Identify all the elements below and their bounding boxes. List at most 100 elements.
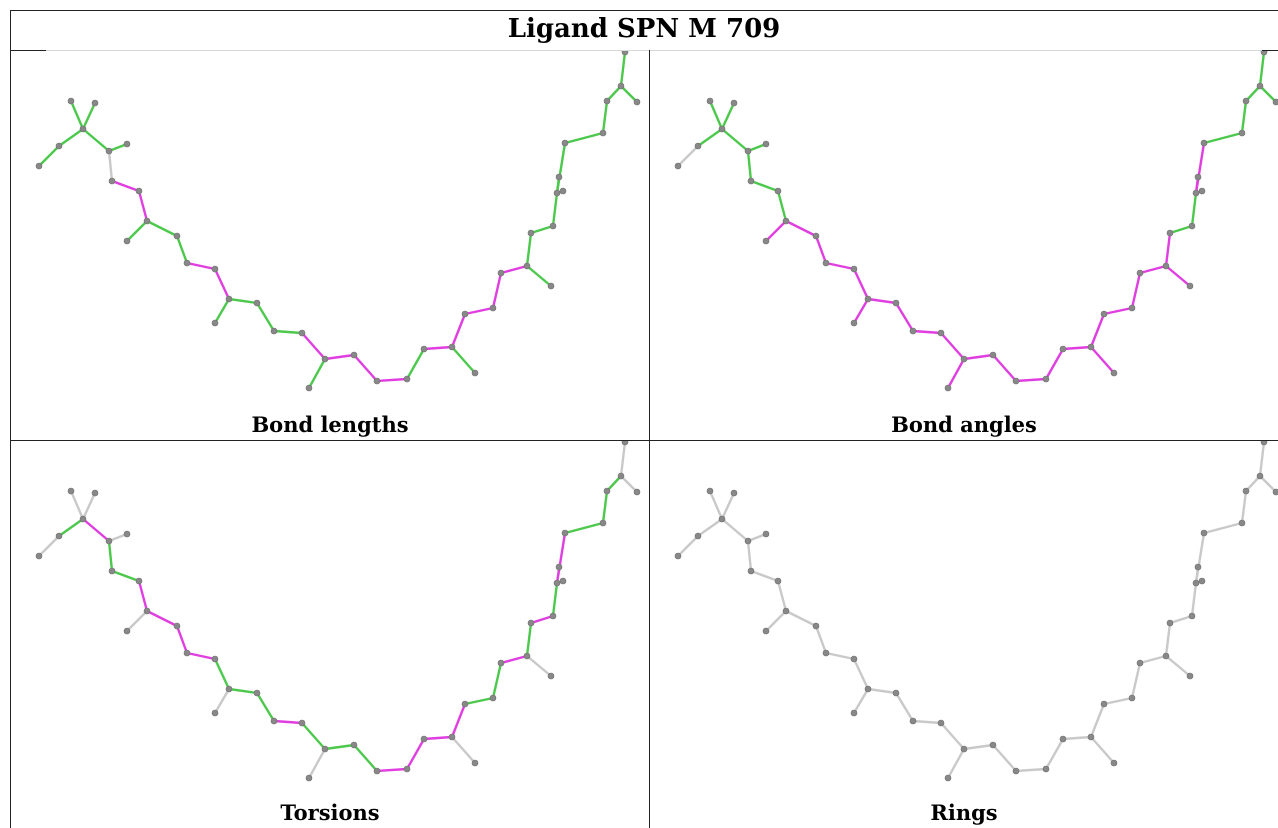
atom (782, 217, 790, 225)
bond (272, 329, 304, 335)
bond (1061, 735, 1093, 741)
atom (448, 733, 456, 741)
bond (499, 654, 529, 665)
atom (1200, 139, 1208, 147)
atom (211, 265, 219, 273)
atom (1166, 229, 1174, 237)
atom (812, 232, 820, 240)
atom (143, 607, 151, 615)
atom (298, 329, 306, 337)
bond (784, 609, 818, 628)
atom (225, 685, 233, 693)
atom (489, 694, 497, 702)
atom (960, 745, 968, 753)
bond (1044, 737, 1065, 771)
bond (946, 357, 966, 390)
bond (991, 743, 1018, 773)
atom (1238, 129, 1246, 137)
bond (852, 687, 870, 715)
bond (814, 624, 828, 655)
bond (323, 353, 356, 361)
bond (708, 489, 724, 521)
bond (405, 737, 426, 771)
atom (718, 515, 726, 523)
atom (674, 552, 682, 560)
bond (145, 609, 179, 628)
atom (892, 299, 900, 307)
bond (107, 539, 114, 573)
atom (1110, 369, 1118, 377)
atom (1186, 282, 1194, 290)
bond (125, 609, 149, 633)
figure-title: Ligand SPN M 709 (507, 14, 781, 44)
atom (461, 700, 469, 708)
bond (852, 657, 870, 691)
bond (69, 99, 85, 131)
bond (1240, 99, 1248, 135)
bond (601, 99, 609, 135)
atom (603, 487, 611, 495)
atom (253, 299, 261, 307)
atom (1136, 659, 1144, 667)
atom (1110, 759, 1118, 767)
atom (350, 741, 358, 749)
atom (1192, 189, 1200, 197)
bond (69, 489, 85, 521)
atom (549, 222, 557, 230)
atom (1012, 767, 1020, 775)
atom (1260, 441, 1268, 446)
atom (1042, 375, 1050, 383)
atom (35, 552, 43, 560)
atom (599, 519, 607, 527)
atom (1192, 579, 1200, 587)
bond (962, 353, 995, 361)
bond (37, 144, 61, 168)
atom (621, 51, 629, 56)
bond (137, 579, 149, 613)
atom (850, 265, 858, 273)
bond (696, 127, 724, 148)
bond (1164, 264, 1192, 288)
bond (175, 624, 189, 655)
atom (55, 532, 63, 540)
bond (1138, 654, 1168, 665)
bond (529, 224, 555, 235)
atom (744, 147, 752, 155)
molecule-rings (674, 441, 1278, 782)
bond (1061, 345, 1093, 351)
atom (937, 719, 945, 727)
atom (937, 329, 945, 337)
atom (489, 304, 497, 312)
atom (1188, 222, 1196, 230)
caption-bond-angles: Bond angles (891, 412, 1037, 437)
atom (762, 627, 770, 635)
bond (1130, 271, 1142, 310)
atom (527, 229, 535, 237)
atom (989, 741, 997, 749)
bond (911, 329, 943, 335)
atom (35, 162, 43, 170)
bond (720, 517, 750, 543)
atom (403, 765, 411, 773)
bond (1244, 474, 1262, 493)
atom (123, 140, 131, 148)
bond (1044, 347, 1065, 381)
atom (633, 98, 641, 106)
bond (57, 517, 85, 538)
atom (461, 310, 469, 318)
atom (1162, 262, 1170, 270)
atom (812, 622, 820, 630)
atom (1194, 563, 1202, 571)
atom (730, 489, 738, 497)
atom (822, 259, 830, 267)
atom (960, 355, 968, 363)
atom (79, 515, 87, 523)
bond (81, 517, 111, 543)
atom (91, 99, 99, 107)
bond (946, 747, 966, 780)
bond (529, 614, 555, 625)
atom (1194, 173, 1202, 181)
bond (81, 101, 97, 131)
atom (1186, 672, 1194, 680)
bond (676, 144, 700, 168)
